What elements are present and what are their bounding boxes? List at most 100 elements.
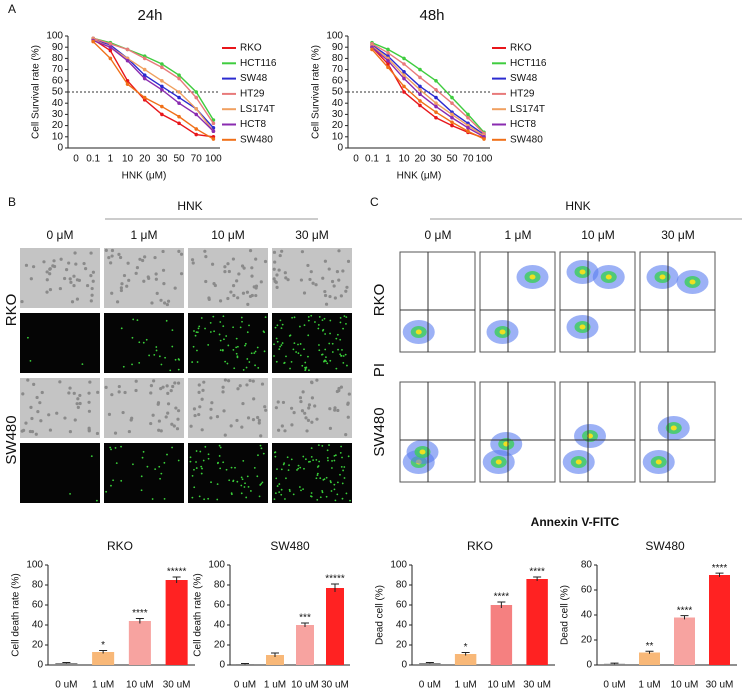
cell-dot <box>343 466 346 468</box>
cell-dot <box>76 405 80 410</box>
cell-dot <box>69 492 71 495</box>
y-axis-label: PI <box>371 363 388 377</box>
cell-dot <box>236 387 240 391</box>
point <box>211 126 216 130</box>
y-tick-label: 70 <box>52 64 64 75</box>
legend-label: SW48 <box>240 73 268 84</box>
cell-dot <box>36 410 40 414</box>
cell-dot <box>166 411 170 415</box>
point <box>402 84 406 89</box>
cell-dot <box>336 481 339 484</box>
y-tick-label: 90 <box>332 42 344 53</box>
y-axis-label: Cell death rate (%) <box>11 573 22 656</box>
chart-title: RKO <box>107 539 133 553</box>
cell-dot <box>91 270 96 274</box>
cell-dot <box>335 367 338 370</box>
cell-dot <box>224 360 227 363</box>
point <box>125 47 130 52</box>
cell-dot <box>306 418 311 422</box>
cell-dot <box>115 300 120 304</box>
cell-dot <box>292 411 296 415</box>
cell-dot <box>272 267 276 271</box>
cell-dot <box>107 256 111 260</box>
bar <box>92 652 115 665</box>
population-peak <box>605 274 612 280</box>
cell-dot <box>45 278 49 282</box>
cell-dot <box>198 495 201 498</box>
cell-dot <box>63 416 67 420</box>
y-axis-label: Cell Survival rate (%) <box>31 45 42 139</box>
y-tick-label: 80 <box>332 53 344 64</box>
x-tick-label: 100 <box>205 154 222 165</box>
series-line <box>92 37 215 121</box>
point <box>450 95 454 100</box>
x-tick-label: 0.1 <box>365 154 379 165</box>
cell-dot <box>96 390 100 394</box>
x-axis-label: HNK (μM) <box>397 171 442 182</box>
cell-dot <box>207 497 210 500</box>
cell-dot <box>315 459 318 461</box>
cell-dot <box>341 482 344 485</box>
cell-dot <box>276 324 279 327</box>
cell-dot <box>140 489 143 492</box>
cell-dot <box>236 296 240 300</box>
point <box>434 95 438 100</box>
cell-dot <box>235 279 239 283</box>
cell-dot <box>107 412 112 416</box>
cell-dot <box>235 352 238 355</box>
point <box>194 107 199 111</box>
cell-dot <box>218 455 221 457</box>
cell-dot <box>331 460 333 462</box>
cell-dot <box>324 348 327 351</box>
micrograph <box>188 378 268 438</box>
y-tick-label: 20 <box>52 120 64 131</box>
cell-dot <box>67 391 71 395</box>
cell-dot <box>245 496 248 499</box>
cell-dot <box>298 486 301 488</box>
cell-dot <box>38 401 42 405</box>
cell-dot <box>237 272 241 276</box>
cell-dot <box>232 326 234 329</box>
cell-dot <box>48 428 53 432</box>
point <box>177 73 181 77</box>
column-label: 10 μM <box>211 228 245 242</box>
cell-dot <box>131 363 133 366</box>
cell-dot <box>162 282 166 286</box>
cell-dot <box>307 319 310 322</box>
cell-dot <box>196 349 198 352</box>
cell-dot <box>197 327 200 330</box>
point <box>434 104 438 109</box>
error-bar <box>610 662 619 665</box>
cell-dot <box>229 290 233 294</box>
population-peak <box>689 279 696 285</box>
cell-dot <box>279 345 282 348</box>
cell-dot <box>169 369 172 372</box>
x-tick-label: 0 uM <box>234 680 256 691</box>
cell-dot <box>323 293 328 298</box>
cell-dot <box>278 253 282 258</box>
cell-dot <box>122 365 125 368</box>
cell-dot <box>67 261 71 265</box>
cell-dot <box>228 479 231 482</box>
point <box>434 115 438 120</box>
cell-dot <box>177 459 180 462</box>
cell-dot <box>216 483 219 486</box>
cell-dot <box>55 411 59 415</box>
cell-dot <box>209 407 213 411</box>
series-line <box>371 43 485 134</box>
cell-dot <box>276 400 280 404</box>
cell-dot <box>321 445 324 447</box>
cell-dot <box>276 485 279 487</box>
point <box>450 112 454 117</box>
point <box>160 104 164 109</box>
cell-dot <box>289 367 291 370</box>
cell-dot <box>275 337 278 340</box>
cell-dot <box>325 356 327 358</box>
cell-dot <box>299 466 302 469</box>
cell-dot <box>256 415 260 420</box>
cell-dot <box>256 475 259 478</box>
cell-dot <box>322 478 325 481</box>
cell-dot <box>225 335 228 337</box>
cell-dot <box>90 293 94 297</box>
cell-dot <box>158 465 161 468</box>
